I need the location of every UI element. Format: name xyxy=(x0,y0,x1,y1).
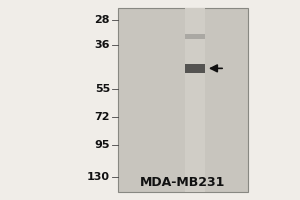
Bar xyxy=(185,34,205,39)
Bar xyxy=(185,8,205,192)
Text: 72: 72 xyxy=(94,112,110,122)
Bar xyxy=(185,64,205,73)
Bar xyxy=(118,8,248,192)
Text: 130: 130 xyxy=(87,172,110,182)
Text: MDA-MB231: MDA-MB231 xyxy=(140,176,226,188)
Text: 36: 36 xyxy=(94,40,110,50)
Text: 28: 28 xyxy=(94,15,110,25)
Text: 95: 95 xyxy=(94,140,110,150)
Text: 55: 55 xyxy=(95,84,110,94)
